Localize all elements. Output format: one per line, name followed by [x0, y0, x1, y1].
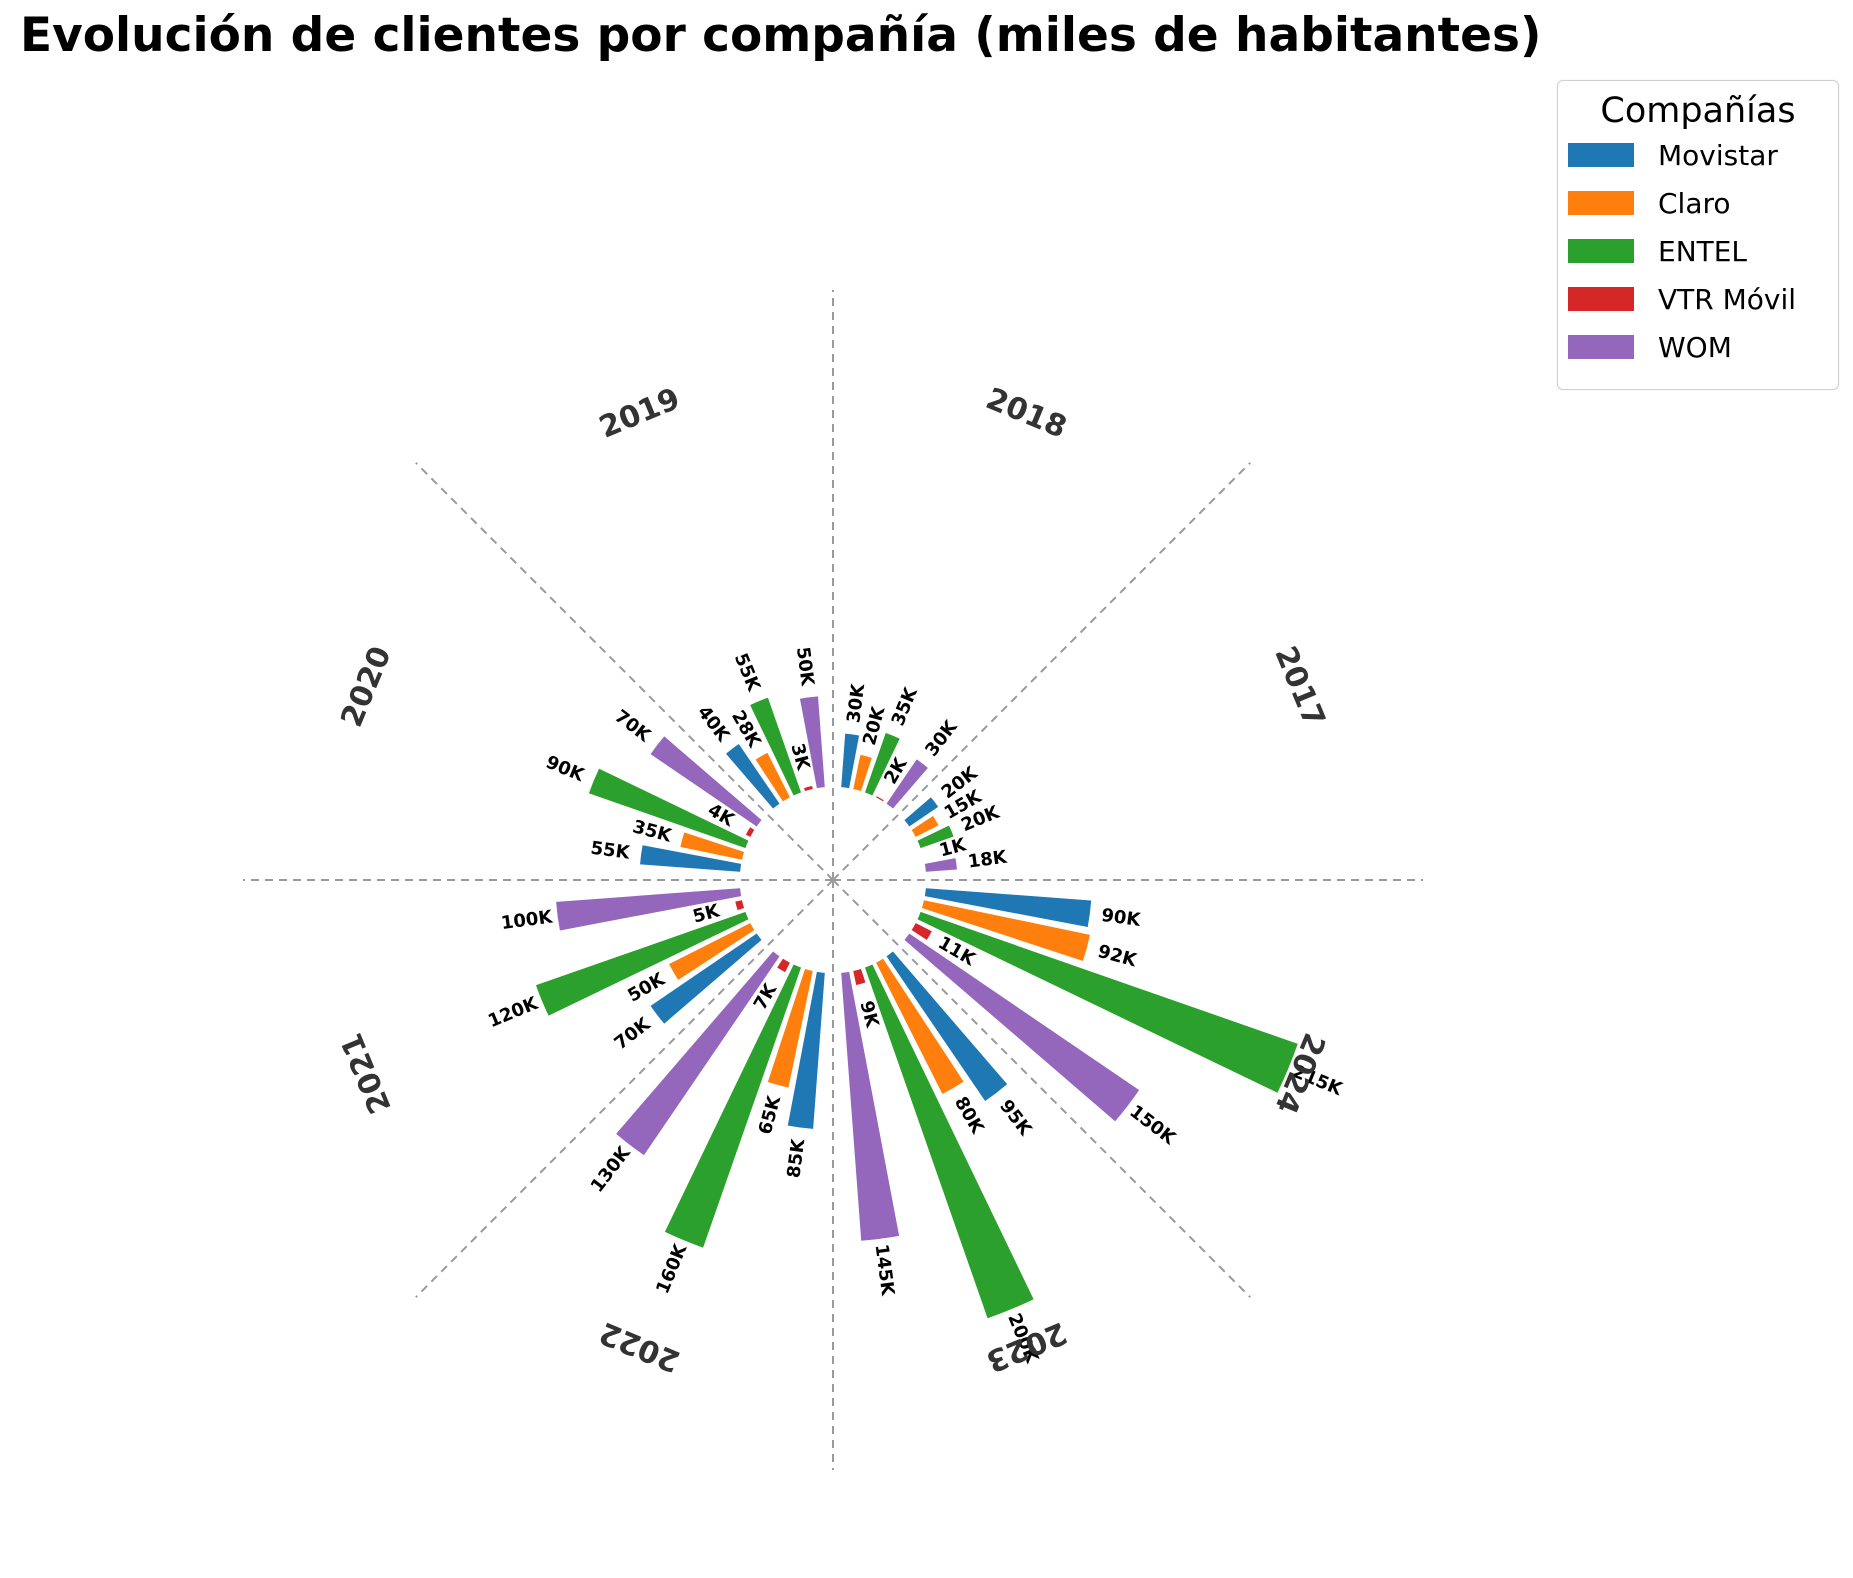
bar-claro-2023	[873, 955, 967, 1097]
value-label: 130K	[587, 1142, 636, 1196]
value-label: 150K	[1125, 1101, 1179, 1150]
bar-movistar-2024	[922, 885, 1094, 930]
chart-title: Evolución de clientes por compañía (mile…	[20, 8, 1542, 63]
legend-label: ENTEL	[1658, 234, 1748, 268]
value-label: 70K	[610, 1013, 655, 1054]
bar-wom-2023	[838, 969, 902, 1244]
sector-divider	[415, 462, 834, 881]
bar-entel-2021	[533, 909, 752, 1019]
bar-movistar-2023	[883, 948, 1011, 1105]
value-label: 55K	[589, 838, 631, 864]
legend-title: Compañías	[1600, 91, 1796, 131]
value-label: 90K	[1100, 905, 1142, 931]
value-label: 120K	[485, 993, 542, 1033]
value-label: 30K	[843, 682, 869, 724]
legend-swatch	[1568, 335, 1634, 359]
bar-claro-2024	[919, 897, 1093, 964]
legend-item-vtr-móvil: VTR Móvil	[1568, 275, 1838, 323]
bar-entel-2018	[862, 730, 903, 799]
legend-swatch	[1568, 287, 1634, 311]
legend-label: Movistar	[1658, 138, 1778, 172]
bars	[533, 693, 1301, 1322]
category-label-2020: 2020	[334, 641, 398, 732]
bar-movistar-2022	[785, 969, 828, 1132]
bar-wom-2017	[922, 855, 960, 875]
bar-movistar-2020	[637, 842, 744, 875]
bar-vtr-móvil-2020	[742, 824, 758, 840]
value-label: 92K	[1095, 941, 1139, 972]
sector-divider	[415, 879, 834, 1298]
value-label: 40K	[693, 702, 734, 747]
bar-claro-2017	[908, 812, 942, 840]
category-label-2017: 2017	[1267, 641, 1331, 732]
legend-items: Movistar Claro ENTEL VTR Móvil WOM	[1558, 131, 1838, 371]
bar-entel-2024	[914, 909, 1301, 1096]
legend-label: Claro	[1658, 186, 1731, 220]
value-label: 95K	[995, 1096, 1036, 1141]
legend-item-wom: WOM	[1568, 323, 1838, 371]
bar-claro-2022	[764, 966, 816, 1091]
value-label: 160K	[652, 1240, 692, 1297]
value-label: 18K	[967, 847, 1009, 873]
sector-divider	[832, 462, 1251, 881]
bar-wom-2024	[901, 930, 1143, 1125]
bar-wom-2021	[553, 885, 744, 934]
bar-vtr-móvil-2017	[919, 849, 927, 863]
bar-movistar-2017	[901, 794, 942, 830]
bar-wom-2018	[883, 756, 931, 812]
value-label: 30K	[921, 716, 962, 761]
bar-entel-2023	[862, 961, 1037, 1322]
value-label: 70K	[610, 706, 655, 747]
bar-claro-2021	[666, 920, 758, 983]
bar-vtr-móvil-2018	[873, 793, 887, 805]
value-label: 85K	[783, 1137, 809, 1179]
bar-claro-2020	[677, 829, 747, 863]
value-label: 55K	[730, 650, 765, 695]
bar-wom-2020	[647, 733, 765, 830]
legend-item-claro: Claro	[1568, 179, 1838, 227]
sector-divider	[832, 879, 1251, 1298]
bar-entel-2019	[747, 694, 804, 799]
legend-label: VTR Móvil	[1658, 282, 1797, 316]
bar-claro-2018	[850, 752, 875, 794]
bar-wom-2022	[613, 948, 783, 1159]
category-label-2019: 2019	[594, 381, 685, 445]
sector-dividers	[243, 290, 1423, 1470]
legend-item-entel: ENTEL	[1568, 227, 1838, 275]
bar-movistar-2018	[838, 731, 862, 791]
bar-wom-2019	[797, 693, 828, 791]
bar-vtr-móvil-2022	[774, 955, 793, 976]
value-label: 35K	[888, 684, 923, 729]
value-label: 65K	[755, 1093, 786, 1137]
bar-vtr-móvil-2023	[850, 966, 869, 988]
bar-entel-2017	[914, 822, 957, 851]
value-label: 90K	[543, 752, 588, 787]
bar-movistar-2021	[647, 930, 765, 1027]
legend-swatch	[1568, 239, 1634, 263]
bar-entel-2020	[586, 765, 752, 851]
bar-vtr-móvil-2024	[908, 920, 935, 943]
legend-item-movistar: Movistar	[1568, 131, 1838, 179]
value-label: 145K	[871, 1243, 899, 1298]
bar-vtr-móvil-2021	[732, 897, 747, 913]
value-label: 100K	[500, 906, 555, 934]
bar-movistar-2019	[722, 740, 783, 812]
category-label-2018: 2018	[981, 381, 1072, 445]
legend: Compañías Movistar Claro ENTEL VTR Móvil WOM	[1557, 80, 1839, 390]
legend-swatch	[1568, 191, 1634, 215]
bar-vtr-móvil-2019	[801, 783, 816, 794]
legend-swatch	[1568, 143, 1634, 167]
bar-entel-2022	[661, 961, 804, 1251]
category-label-2022: 2022	[594, 1314, 685, 1378]
legend-label: WOM	[1658, 330, 1732, 364]
category-label-2021: 2021	[334, 1028, 398, 1119]
value-label: 50K	[792, 646, 818, 688]
bar-claro-2019	[752, 749, 793, 805]
